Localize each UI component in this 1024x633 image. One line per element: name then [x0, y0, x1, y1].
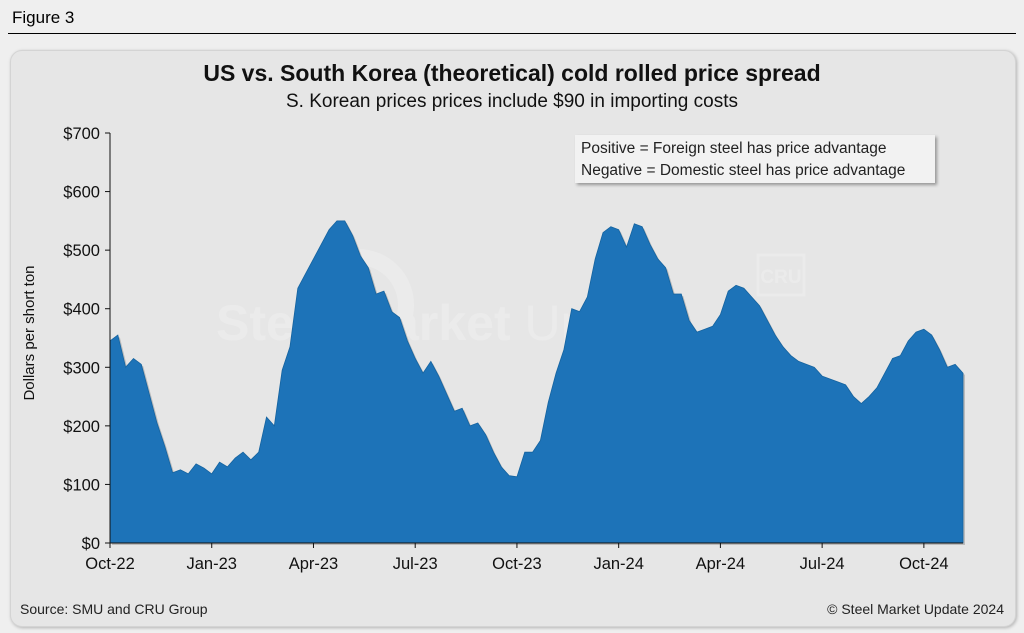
y-axis-title: Dollars per short ton [21, 265, 38, 400]
x-tick-label: Apr-24 [696, 555, 746, 573]
x-tick-label: Oct-24 [899, 555, 949, 573]
y-tick-label: $600 [63, 184, 100, 202]
legend-note-positive: Positive = Foreign steel has price advan… [581, 140, 887, 157]
chart-title: US vs. South Korea (theoretical) cold ro… [203, 60, 821, 86]
y-tick-label: $400 [63, 301, 100, 319]
y-tick-label: $100 [63, 476, 100, 494]
copyright-note: © Steel Market Update 2024 [827, 601, 1004, 617]
y-axis: $0 $100 $200 $300 $400 $500 $600 $700 [63, 125, 111, 553]
series-area [109, 220, 964, 544]
y-tick-label: $300 [63, 359, 100, 377]
watermark-badge-icon [756, 253, 806, 297]
x-axis: Oct-22 Jan-23 Apr-23 Jul-23 Oct-23 Jan-24 Apr-… [85, 542, 963, 573]
legend-note-negative: Negative = Domestic steel has price adva… [581, 162, 906, 179]
source-note: Source: SMU and CRU Group [20, 601, 208, 617]
y-tick-label: $0 [82, 535, 100, 553]
x-tick-label: Oct-22 [85, 555, 135, 573]
y-tick-label: $200 [63, 418, 100, 436]
chart-subtitle: S. Korean prices prices include $90 in i… [285, 91, 738, 112]
y-tick-label: $500 [63, 242, 100, 260]
x-tick-label: Apr-23 [289, 555, 339, 573]
area-layer [109, 220, 965, 546]
x-tick-label: Jul-23 [393, 555, 438, 573]
x-tick-label: Jul-24 [800, 555, 845, 573]
figure-divider [8, 33, 1016, 34]
figure-label: Figure 3 [12, 8, 75, 27]
x-tick-label: Oct-23 [492, 555, 542, 573]
x-tick-label: Jan-23 [187, 555, 237, 573]
legend-note: Positive = Foreign steel has price advan… [575, 135, 935, 183]
y-tick-label: $700 [63, 125, 100, 143]
x-tick-label: Jan-24 [593, 555, 643, 573]
watermark-badge-text: CRU [760, 267, 801, 288]
